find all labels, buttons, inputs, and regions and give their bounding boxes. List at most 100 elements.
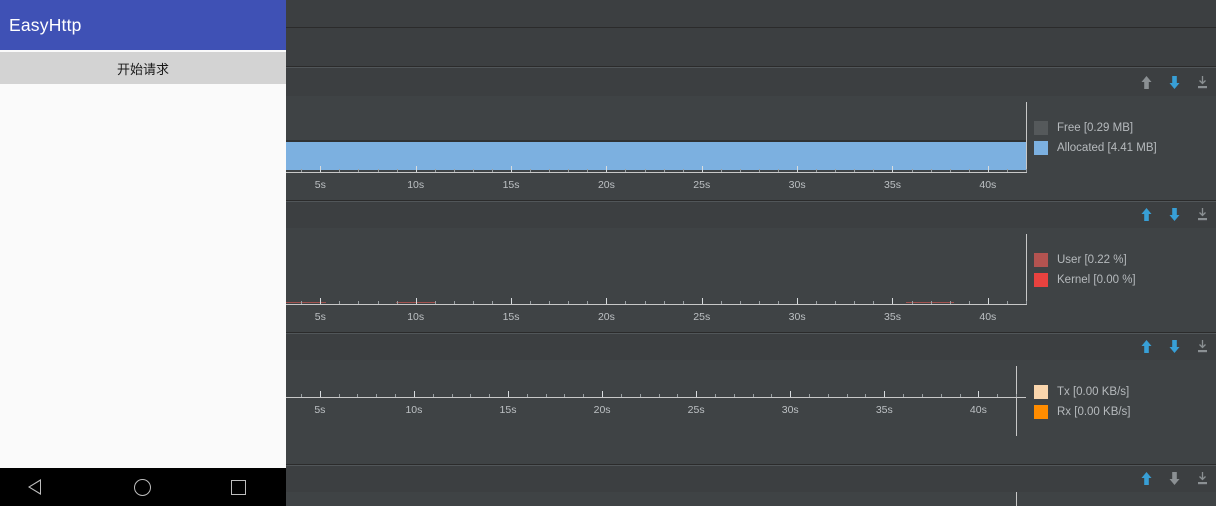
arrow-down-icon[interactable] [1167,470,1182,487]
divider-cpu-net-1 [286,332,1216,333]
divider-top-1 [286,27,1216,28]
axis-tick-minor [854,301,856,304]
axis-tick-minor [778,301,780,304]
export-download-icon[interactable] [1195,74,1210,91]
nav-back-button[interactable] [20,468,76,506]
legend-swatch-rx [1034,405,1048,419]
axis-tick-minor [432,394,434,397]
axis-tick-minor [301,169,303,172]
app-content: 开始请求 [0,50,286,468]
nav-recents-button[interactable] [210,468,266,506]
export-download-icon[interactable] [1195,338,1210,355]
arrow-down-icon[interactable] [1167,74,1182,91]
arrow-up-icon[interactable] [1139,470,1154,487]
axis-tick-major [790,391,792,397]
axis-tick-label: 35s [884,179,901,191]
arrow-down-icon[interactable] [1167,206,1182,223]
legend-label-kernel: Kernel [0.00 %] [1057,274,1136,286]
axis-tick-major [320,166,322,172]
axis-tick-minor [470,394,472,397]
axis-tick-minor [491,169,493,172]
axis-tick-minor [395,394,397,397]
cpu-user-trace [906,302,954,303]
divider-cpu-net-2 [286,333,1216,334]
axis-tick-minor [921,394,923,397]
axis-tick-label: 15s [502,311,520,323]
axis-tick-minor [620,394,622,397]
axis-tick-label: 20s [597,179,615,191]
axis-tick-minor [959,394,961,397]
axis-tick-minor [835,169,837,172]
axis-tick-minor [625,169,627,172]
export-download-icon[interactable] [1195,206,1210,223]
start-request-button[interactable]: 开始请求 [0,52,286,84]
axis-tick-minor [1026,169,1027,172]
arrow-up-icon[interactable] [1139,338,1154,355]
axis-tick-minor [682,169,684,172]
legend-label-allocated: Allocated [4.41 MB] [1057,142,1157,154]
arrow-up-icon[interactable] [1139,206,1154,223]
axis-tick-major [701,298,703,304]
axis-tick-major [987,166,989,172]
energy-axis-vline [1016,492,1017,506]
arrow-down-icon[interactable] [1167,338,1182,355]
nav-home-button[interactable] [115,468,171,506]
axis-tick-minor [549,169,551,172]
divider-net-energy-1 [286,464,1216,465]
axis-tick-minor [338,394,340,397]
legend-swatch-allocated [1034,141,1048,155]
memory-toolbar [1116,69,1216,95]
axis-tick-minor [733,394,735,397]
axis-tick-minor [663,301,665,304]
export-download-icon[interactable] [1195,470,1210,487]
legend-label-free: Free [0.29 MB] [1057,122,1134,134]
axis-tick-label: 25s [693,311,711,323]
axis-tick-minor [949,169,951,172]
axis-tick-minor [453,169,455,172]
axis-tick-minor [587,169,589,172]
axis-tick-minor [530,169,532,172]
axis-tick-label: 25s [693,179,711,191]
axis-tick-minor [358,301,360,304]
app-bar: EasyHttp [0,0,286,50]
axis-tick-minor [339,301,341,304]
arrow-up-icon[interactable] [1139,74,1154,91]
axis-tick-minor [489,394,491,397]
axis-tick-minor [530,301,532,304]
axis-tick-label: 5s [314,404,326,416]
cpu-legend: User [0.22 %] Kernel [0.00 %] [1034,250,1136,290]
app-title: EasyHttp [9,14,82,35]
axis-tick-label: 10s [407,311,425,323]
axis-tick-major [606,166,608,172]
memory-legend: Free [0.29 MB] Allocated [4.41 MB] [1034,118,1157,158]
axis-tick-minor [663,169,665,172]
memory-allocated-band [286,142,1026,170]
axis-tick-minor [568,169,570,172]
legend-swatch-tx [1034,385,1048,399]
axis-tick-minor [357,394,359,397]
divider-mem-cpu-2 [286,201,1216,202]
memory-free-band [286,140,1026,142]
cpu-axis-line [286,304,1026,305]
axis-tick-minor [639,394,641,397]
axis-tick-minor [677,394,679,397]
android-navigation-bar [0,468,286,506]
axis-tick-major [892,166,894,172]
axis-tick-minor [873,169,875,172]
axis-tick-minor [930,169,932,172]
axis-tick-major [987,298,989,304]
axis-tick-minor [968,301,970,304]
back-triangle-icon [28,479,54,495]
axis-tick-label: 15s [499,404,517,416]
axis-tick-label: 5s [314,179,326,191]
divider-mem-cpu-1 [286,200,1216,201]
axis-tick-minor [301,394,303,397]
axis-tick-major [797,166,799,172]
memory-axis-line [286,172,1026,173]
axis-tick-minor [564,394,566,397]
legend-item: Rx [0.00 KB/s] [1034,402,1131,422]
legend-swatch-kernel [1034,273,1048,287]
axis-tick-minor [903,394,905,397]
memory-panel: 5s 10s 15s 20s 25s 30s 35s 40s [286,96,1216,200]
